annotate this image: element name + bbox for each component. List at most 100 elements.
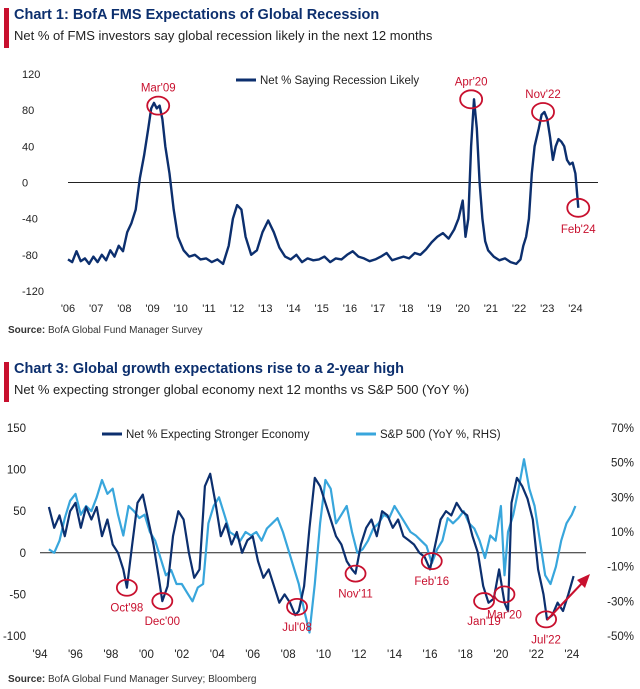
x-tick-label: '18 bbox=[399, 303, 413, 315]
annotation-circle bbox=[286, 597, 308, 616]
recession-line bbox=[67, 98, 580, 266]
x-tick-label: '24 bbox=[564, 649, 580, 661]
red-title-bar-icon bbox=[4, 8, 9, 48]
legend-label-economy: Net % Expecting Stronger Economy bbox=[126, 429, 310, 441]
annotation-label: Oct'98 bbox=[110, 603, 143, 615]
x-tick-label: '15 bbox=[315, 303, 329, 315]
x-tick-label: '19 bbox=[427, 303, 441, 315]
x-tick-label: '02 bbox=[174, 649, 189, 661]
chart1-plot: 120 80 40 0 -40 -80 -120 '06 '07 '08 '09 '10 '11 '12 '… bbox=[22, 69, 598, 315]
chart1-title: Chart 1: BofA FMS Expectations of Global… bbox=[14, 7, 380, 23]
x-tick-label: '13 bbox=[258, 303, 272, 315]
x-tick-label: '07 bbox=[89, 303, 103, 315]
x-tick-label: '16 bbox=[423, 649, 438, 661]
y-tick-label: 0 bbox=[20, 548, 26, 560]
y-tick-label: 50 bbox=[13, 506, 26, 518]
legend-label-sp500: S&P 500 (YoY %, RHS) bbox=[380, 429, 501, 441]
economy-line bbox=[47, 472, 575, 621]
y-tick-label: 80 bbox=[22, 105, 34, 117]
annotation-label: Dec'00 bbox=[145, 616, 180, 628]
annotation-circle bbox=[566, 197, 591, 218]
annotation-label: Jul'22 bbox=[531, 634, 561, 646]
x-tick-label: '16 bbox=[343, 303, 357, 315]
annotation-circle bbox=[493, 585, 516, 604]
x-tick-label: '22 bbox=[529, 649, 544, 661]
annotation-circle bbox=[115, 578, 138, 597]
y-tick-label: -40 bbox=[22, 214, 38, 226]
x-tick-label: '23 bbox=[540, 303, 554, 315]
x-tick-label: '08 bbox=[117, 303, 131, 315]
x-tick-label: '22 bbox=[512, 303, 526, 315]
x-tick-label: '20 bbox=[493, 649, 508, 661]
annotation-label: Nov'22 bbox=[525, 89, 560, 101]
chart1-source: Source: BofA Global Fund Manager Survey bbox=[8, 325, 203, 336]
chart1-source-text: BofA Global Fund Manager Survey bbox=[48, 325, 203, 336]
red-title-bar-icon bbox=[4, 362, 9, 402]
trend-arrow-head-icon bbox=[577, 574, 590, 588]
y2-tick-label: 10% bbox=[611, 527, 634, 539]
annotation-label: Feb'16 bbox=[414, 576, 449, 588]
y2-tick-label: 70% bbox=[611, 423, 634, 435]
x-tick-label: '12 bbox=[230, 303, 244, 315]
chart3-plot: 150 100 50 0 -50 -100 70% 50% 30% 10% -10% -30% -50%… bbox=[3, 423, 634, 661]
annotation-circle bbox=[151, 592, 174, 610]
annotation-label: Nov'11 bbox=[338, 589, 373, 601]
annotation-circle bbox=[531, 102, 555, 122]
chart3-source-label: Source: bbox=[8, 674, 46, 685]
chart1-source-label: Source: bbox=[8, 325, 46, 336]
y-tick-label: -100 bbox=[3, 631, 26, 643]
annotation-label: Jul'08 bbox=[282, 622, 312, 634]
annotation-circle bbox=[146, 95, 171, 116]
x-tick-label: '06 bbox=[245, 649, 260, 661]
x-tick-label: '14 bbox=[286, 303, 300, 315]
y2-tick-label: -50% bbox=[607, 631, 634, 643]
x-tick-label: '20 bbox=[456, 303, 470, 315]
x-tick-label: '04 bbox=[210, 649, 226, 661]
annotation-circle bbox=[459, 89, 484, 110]
x-tick-label: '09 bbox=[145, 303, 159, 315]
x-tick-label: '17 bbox=[371, 303, 385, 315]
x-tick-label: '12 bbox=[352, 649, 367, 661]
chart3-panel: Chart 3: Global growth expectations rise… bbox=[0, 350, 640, 689]
y-tick-label: -50 bbox=[9, 589, 26, 601]
annotation-label: Mar'09 bbox=[141, 83, 176, 95]
y-tick-label: 0 bbox=[22, 178, 28, 190]
y2-tick-label: 50% bbox=[611, 458, 634, 470]
y-tick-label: 150 bbox=[7, 423, 26, 435]
annotation-label: Jan'19 bbox=[467, 616, 501, 628]
chart3-title: Chart 3: Global growth expectations rise… bbox=[14, 361, 404, 377]
y-tick-label: 40 bbox=[22, 141, 34, 153]
annotation-label: Mar'20 bbox=[487, 609, 522, 621]
x-tick-label: '21 bbox=[484, 303, 498, 315]
x-tick-label: '11 bbox=[202, 303, 216, 315]
x-tick-label: '14 bbox=[387, 649, 403, 661]
trend-arrow-icon bbox=[546, 579, 586, 621]
x-tick-label: '98 bbox=[103, 649, 118, 661]
x-tick-label: '06 bbox=[61, 303, 75, 315]
annotation-circle bbox=[535, 610, 558, 629]
annotation-circle bbox=[420, 552, 443, 571]
y-tick-label: -80 bbox=[22, 250, 38, 262]
y2-tick-label: 30% bbox=[611, 492, 634, 504]
y-tick-label: -120 bbox=[22, 286, 44, 298]
sp500-line bbox=[48, 458, 577, 634]
annotation-label: Apr'20 bbox=[455, 76, 488, 88]
x-tick-label: '24 bbox=[568, 303, 582, 315]
chart3-subtitle: Net % expecting stronger global economy … bbox=[14, 382, 470, 397]
chart1-panel: Chart 1: BofA FMS Expectations of Global… bbox=[0, 0, 640, 340]
y2-tick-label: -30% bbox=[607, 596, 634, 608]
x-tick-label: '18 bbox=[458, 649, 473, 661]
y-tick-label: 100 bbox=[7, 465, 26, 477]
chart3-source: Source: BofA Global Fund Manager Survey;… bbox=[8, 674, 256, 685]
chart1-subtitle: Net % of FMS investors say global recess… bbox=[14, 28, 433, 43]
x-tick-label: '08 bbox=[281, 649, 296, 661]
y2-tick-label: -10% bbox=[607, 562, 634, 574]
x-tick-label: '00 bbox=[139, 649, 154, 661]
annotation-label: Feb'24 bbox=[561, 224, 596, 236]
x-tick-label: '94 bbox=[33, 649, 49, 661]
x-tick-label: '10 bbox=[174, 303, 188, 315]
x-tick-label: '96 bbox=[68, 649, 83, 661]
annotation-circle bbox=[473, 592, 495, 610]
y-tick-label: 120 bbox=[22, 69, 40, 81]
annotation-circle bbox=[344, 564, 367, 583]
